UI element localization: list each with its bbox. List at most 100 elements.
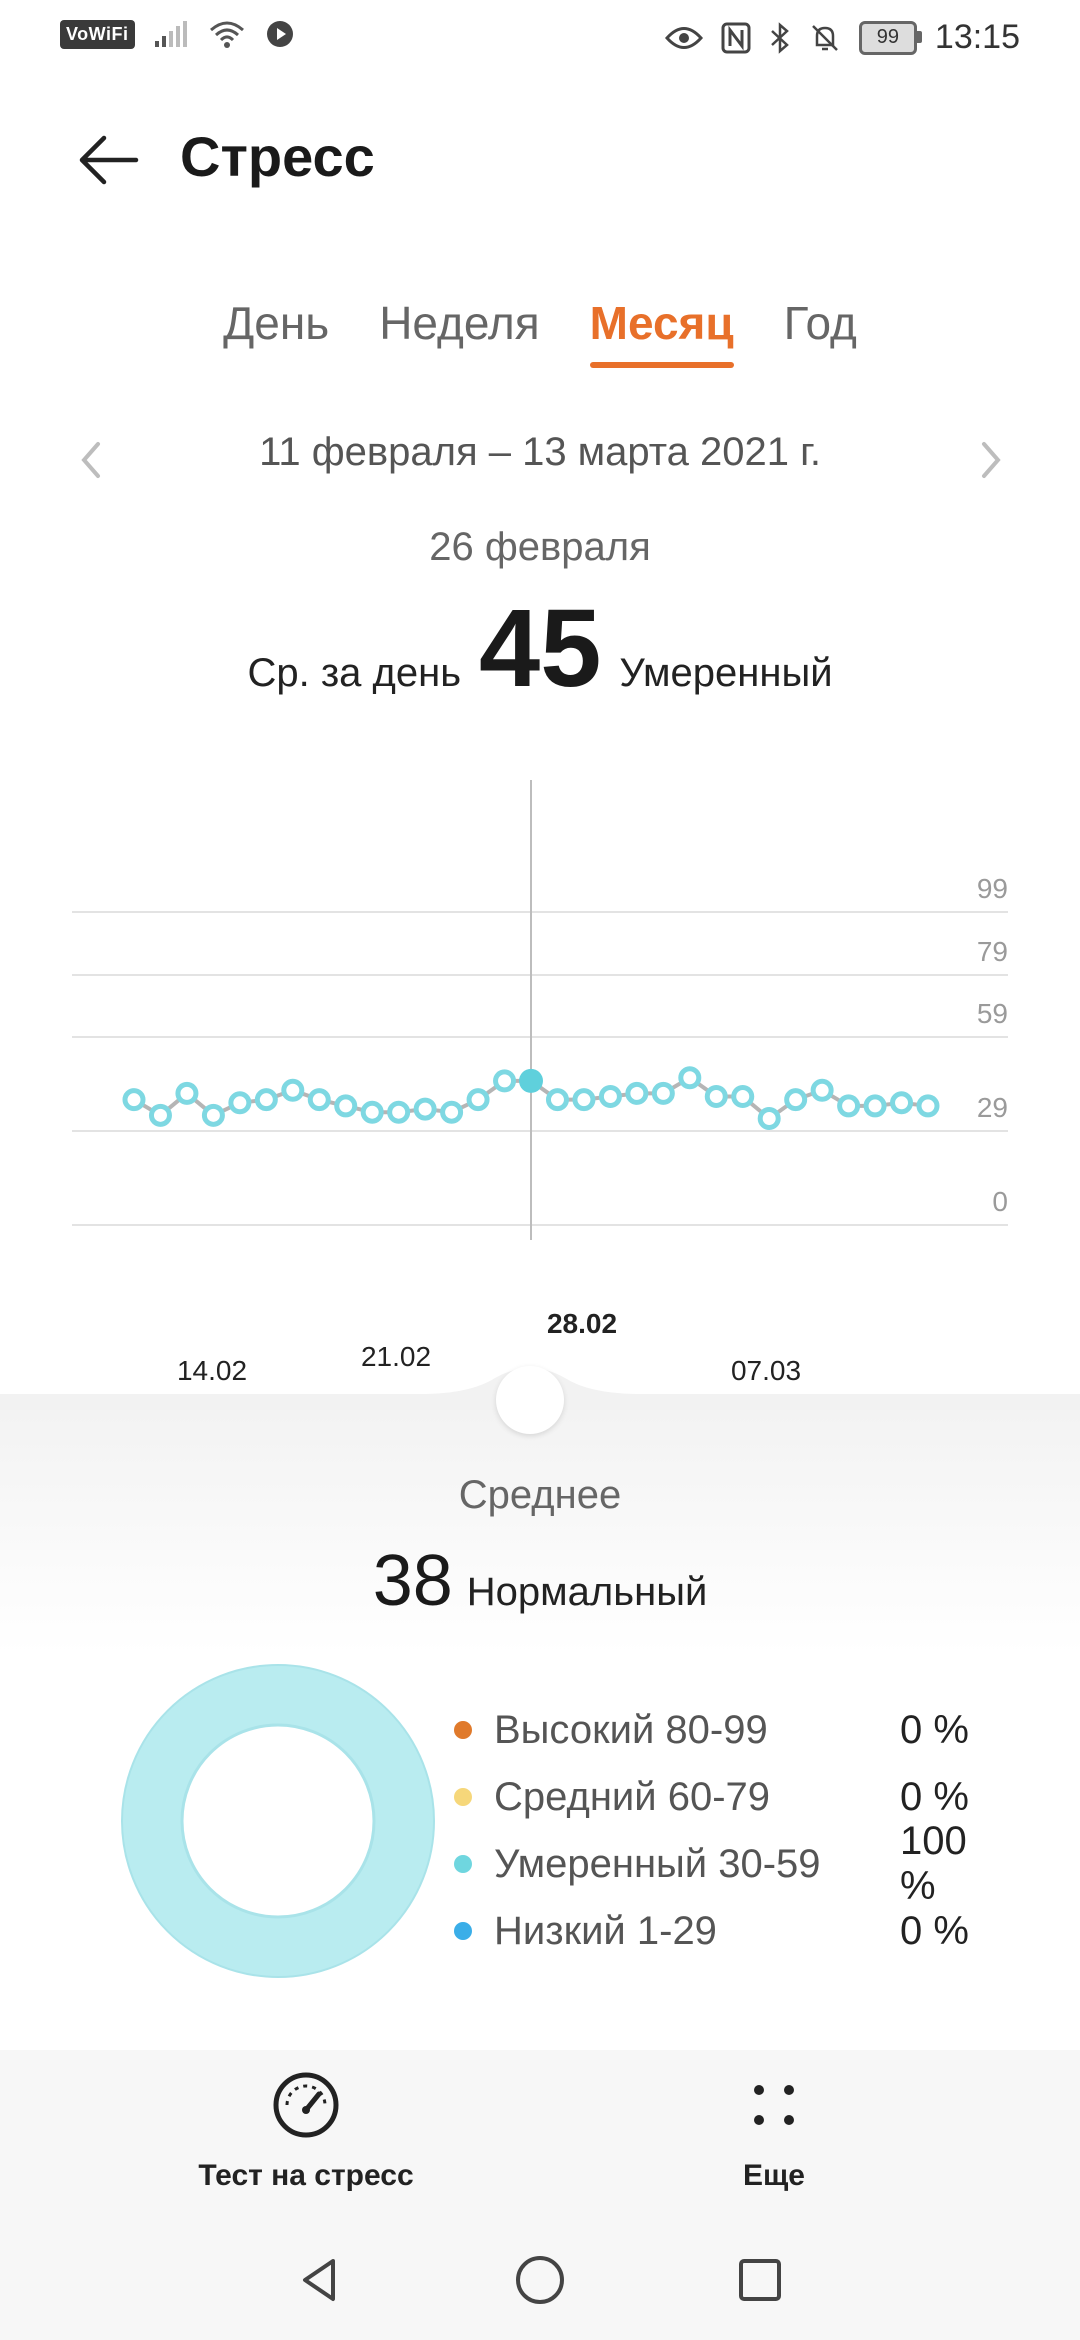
signal-icon	[154, 21, 187, 47]
data-point	[890, 1091, 914, 1115]
period-tabs: День Неделя Месяц Год	[0, 296, 1080, 368]
y-tick-label: 0	[992, 1186, 1008, 1217]
data-point	[651, 1081, 675, 1105]
daily-average-label: Ср. за день	[247, 651, 462, 695]
selected-point	[519, 1068, 543, 1093]
prev-period-button[interactable]	[62, 430, 122, 490]
home-circle-icon	[516, 2256, 564, 2304]
daily-average: Ср. за день 45 Умеренный	[0, 585, 1080, 712]
battery-level: 99	[876, 26, 900, 48]
data-point	[837, 1094, 861, 1118]
x-tick-label: 28.02	[547, 1308, 617, 1339]
status-right: 99 13:15	[664, 18, 1020, 57]
data-point	[493, 1069, 517, 1093]
next-period-button[interactable]	[960, 430, 1020, 490]
stress-test-button[interactable]: Тест на стресс	[146, 2070, 466, 2193]
daily-average-category: Умеренный	[619, 651, 833, 695]
eye-icon	[664, 26, 703, 49]
clock: 13:15	[934, 18, 1020, 56]
data-point	[810, 1078, 834, 1102]
chevron-left-icon	[81, 442, 100, 478]
summary-average: 38 Нормальный	[0, 1540, 1080, 1622]
media-icon	[266, 21, 293, 47]
legend-percent: 0 %	[900, 1707, 969, 1752]
legend-label: Средний 60-79	[494, 1774, 771, 1819]
scrubber-handle[interactable]	[496, 1366, 564, 1434]
more-button[interactable]: Еще	[614, 2070, 934, 2193]
back-arrow-icon	[79, 135, 139, 185]
data-point	[704, 1085, 728, 1109]
nav-recents-button[interactable]	[720, 2240, 800, 2320]
x-tick-label: 21.02	[361, 1341, 431, 1372]
data-point	[148, 1103, 172, 1127]
selected-date: 26 февраля	[429, 525, 651, 569]
data-point	[307, 1088, 331, 1112]
tab-day[interactable]: День	[223, 297, 330, 349]
bluetooth-icon	[771, 21, 789, 54]
data-point	[572, 1088, 596, 1112]
data-point	[413, 1097, 437, 1121]
legend-dot-low	[454, 1922, 472, 1940]
distribution-legend: Высокий 80-99 0 % Средний 60-79 0 % Умер…	[450, 1700, 1010, 1968]
donut-hole	[180, 1723, 376, 1919]
legend-percent: 0 %	[900, 1774, 969, 1819]
data-point	[387, 1100, 411, 1124]
y-tick-label: 59	[977, 998, 1008, 1029]
legend-dot-medium	[454, 1788, 472, 1806]
data-point	[678, 1066, 702, 1090]
summary-value: 38	[372, 1541, 453, 1621]
stress-line-chart[interactable]: 0 29 59 79 99 14.02 21.02 28.02 07.03	[0, 730, 1080, 1410]
data-point	[784, 1088, 808, 1112]
data-point	[598, 1085, 622, 1109]
data-point	[916, 1094, 940, 1118]
vowifi-icon: VoWiFi	[60, 19, 135, 49]
nav-home-button[interactable]	[500, 2240, 580, 2320]
back-button[interactable]	[70, 120, 150, 200]
donut-slice-moderate	[122, 1665, 434, 1977]
back-triangle-icon	[303, 2259, 335, 2301]
data-point	[254, 1088, 278, 1112]
data-point	[334, 1094, 358, 1118]
legend-label: Низкий 1-29	[494, 1908, 717, 1953]
distribution-donut	[121, 1664, 435, 1978]
x-tick-label: 14.02	[177, 1355, 247, 1386]
legend-row-moderate: Умеренный 30-59 100 %	[450, 1819, 1010, 1908]
date-range: 11 февраля – 13 марта 2021 г.	[259, 430, 821, 474]
status-left: VoWiFi	[60, 18, 295, 50]
tab-week[interactable]: Неделя	[379, 297, 540, 349]
legend-label: Умеренный 30-59	[494, 1841, 821, 1886]
data-point	[545, 1088, 569, 1112]
page-title: Стресс	[180, 125, 375, 188]
data-point	[228, 1091, 252, 1115]
system-nav-bar	[0, 2220, 1080, 2340]
tab-year[interactable]: Год	[783, 297, 857, 349]
action-bar	[0, 2050, 1080, 2220]
more-dots-icon	[754, 2085, 794, 2125]
data-point	[281, 1078, 305, 1102]
stress-test-label: Тест на стресс	[198, 2159, 414, 2192]
data-point	[122, 1088, 146, 1112]
y-tick-label: 79	[977, 936, 1008, 967]
nfc-icon	[721, 22, 751, 53]
legend-percent: 100 %	[900, 1819, 967, 1908]
data-point	[625, 1081, 649, 1105]
data-point	[731, 1085, 755, 1109]
mute-bell-icon	[812, 24, 838, 51]
data-point	[201, 1103, 225, 1127]
legend-dot-moderate	[454, 1855, 472, 1873]
data-point	[757, 1106, 781, 1130]
more-label: Еще	[742, 2159, 805, 2192]
status-bar: VoWiFi 99 13:15	[0, 0, 1080, 76]
wifi-icon	[209, 21, 244, 48]
data-point	[863, 1094, 887, 1118]
data-point	[466, 1088, 490, 1112]
nav-back-button[interactable]	[280, 2240, 360, 2320]
battery-icon: 99	[858, 20, 922, 55]
data-point	[175, 1081, 199, 1105]
y-tick-label: 29	[977, 1092, 1008, 1123]
tab-month[interactable]: Месяц	[589, 296, 734, 368]
legend-row-low: Низкий 1-29 0 %	[450, 1901, 1010, 1961]
chevron-right-icon	[982, 442, 1001, 478]
donut-outer-edge	[121, 1664, 435, 1978]
data-point	[360, 1100, 384, 1124]
